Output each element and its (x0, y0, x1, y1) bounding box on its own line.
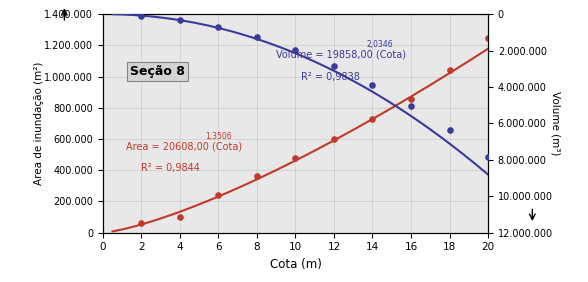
Text: R² = 0,9844: R² = 0,9844 (141, 164, 201, 173)
Text: Area = 20608,00 (Cota): Area = 20608,00 (Cota) (126, 142, 242, 152)
Point (252, 35, 262, 39)
Text: R² = 0,9838: R² = 0,9838 (301, 72, 360, 82)
Point (406, 104, 416, 108)
Text: 2,0346: 2,0346 (367, 40, 393, 49)
X-axis label: Cota (m): Cota (m) (269, 258, 322, 271)
Text: Seção 8: Seção 8 (130, 65, 185, 78)
Text: 1,3506: 1,3506 (205, 132, 232, 141)
Point (483, 36, 493, 41)
Point (291, 48, 300, 52)
Text: Volume (m³): Volume (m³) (550, 91, 560, 156)
Text: Area de inundação (m²): Area de inundação (m²) (34, 62, 44, 185)
Point (214, 25, 223, 29)
Point (175, 18, 185, 22)
Point (445, 128, 455, 133)
Point (136, 220, 146, 225)
Point (252, 174, 262, 179)
Point (406, 97, 416, 102)
Point (368, 116, 377, 121)
Point (329, 64, 339, 68)
Point (214, 193, 223, 197)
Point (175, 215, 185, 219)
Point (445, 67, 455, 72)
Point (483, 155, 493, 160)
Point (136, 13, 146, 18)
Text: Volume = 19858,00 (Cota): Volume = 19858,00 (Cota) (276, 50, 406, 60)
Point (291, 155, 300, 160)
Point (368, 82, 377, 87)
Point (329, 137, 339, 141)
